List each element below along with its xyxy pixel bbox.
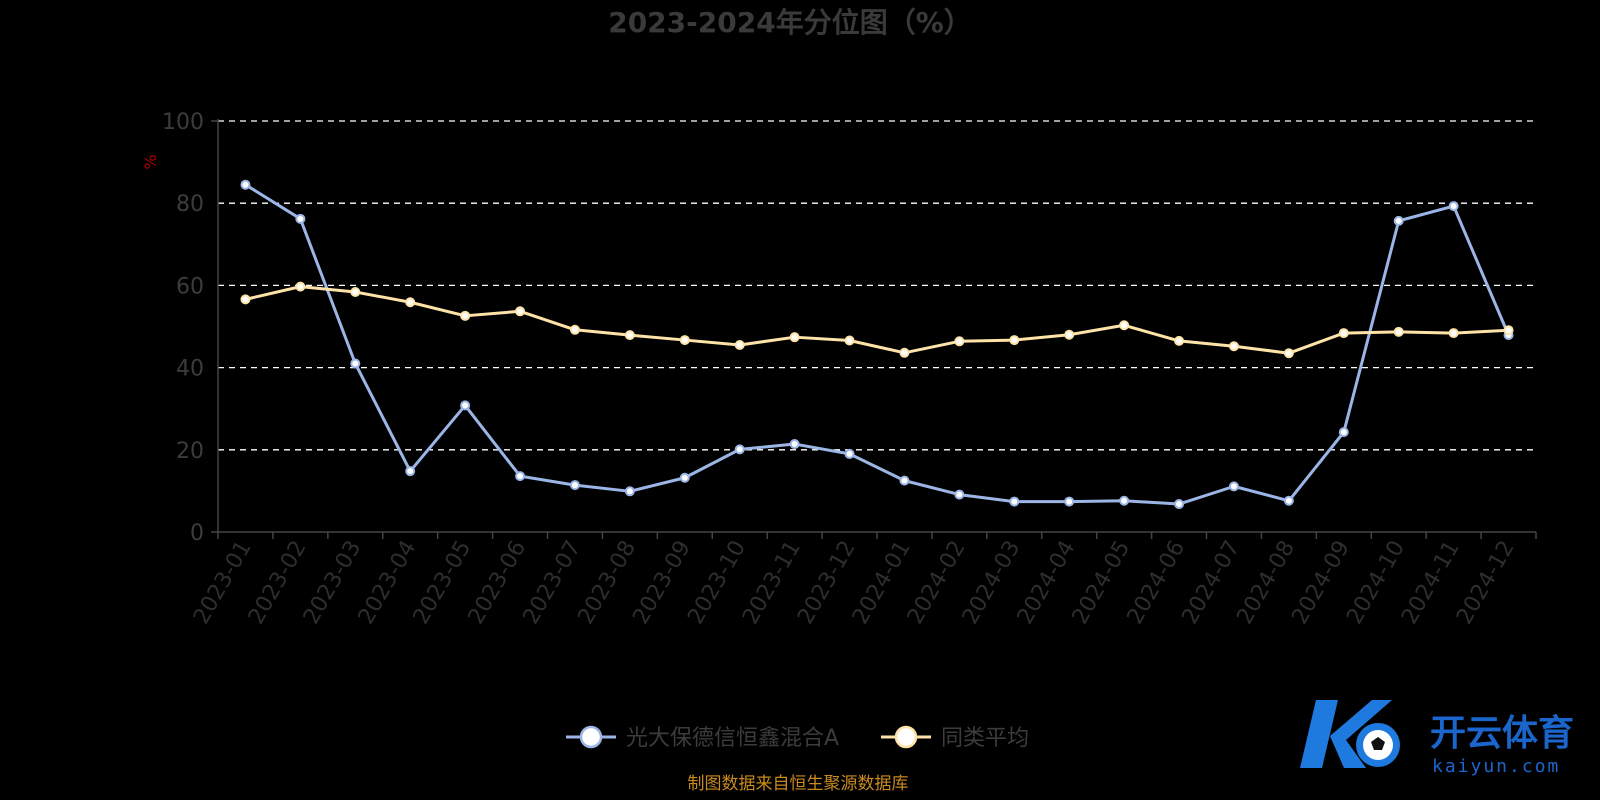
- chart-title: 2023-2024年分位图（%）: [608, 6, 972, 39]
- data-point[interactable]: [734, 444, 745, 455]
- data-point[interactable]: [1393, 326, 1404, 337]
- series-line: [245, 285, 1509, 355]
- data-point[interactable]: [569, 324, 580, 335]
- data-point[interactable]: [899, 475, 910, 486]
- data-point[interactable]: [624, 330, 635, 341]
- data-point[interactable]: [1174, 335, 1185, 346]
- data-point[interactable]: [1119, 320, 1130, 331]
- data-point[interactable]: [295, 213, 306, 224]
- grid-lines: [218, 120, 1536, 451]
- y-axis-unit-label: %: [141, 154, 160, 169]
- data-point[interactable]: [734, 339, 745, 350]
- data-point[interactable]: [350, 286, 361, 297]
- data-point[interactable]: [1064, 329, 1075, 340]
- data-point[interactable]: [954, 489, 965, 500]
- y-tick-label: 80: [176, 192, 204, 217]
- data-point[interactable]: [1283, 348, 1294, 359]
- data-point[interactable]: [1228, 481, 1239, 492]
- data-point[interactable]: [515, 471, 526, 482]
- data-point[interactable]: [1448, 201, 1459, 212]
- y-tick-label: 20: [176, 439, 204, 464]
- legend-label: 光大保德信恒鑫混合A: [626, 726, 839, 751]
- y-tick-label: 40: [176, 357, 204, 382]
- data-point[interactable]: [1448, 328, 1459, 339]
- data-point[interactable]: [295, 281, 306, 292]
- watermark-brand-en: kaiyun.com: [1432, 756, 1560, 777]
- data-point[interactable]: [1174, 499, 1185, 510]
- data-point[interactable]: [1064, 496, 1075, 507]
- data-point[interactable]: [844, 448, 855, 459]
- data-point[interactable]: [679, 335, 690, 346]
- legend-label: 同类平均: [941, 726, 1029, 751]
- data-point[interactable]: [679, 472, 690, 483]
- series-line: [244, 183, 1510, 506]
- data-point[interactable]: [954, 336, 965, 347]
- series-layer: [240, 179, 1514, 510]
- data-point[interactable]: [844, 335, 855, 346]
- data-point[interactable]: [460, 400, 471, 411]
- data-point[interactable]: [1009, 496, 1020, 507]
- data-point[interactable]: [789, 332, 800, 343]
- data-point[interactable]: [1283, 495, 1294, 506]
- data-point[interactable]: [515, 306, 526, 317]
- data-point[interactable]: [240, 294, 251, 305]
- data-point[interactable]: [405, 466, 416, 477]
- data-point[interactable]: [569, 480, 580, 491]
- data-point[interactable]: [1228, 341, 1239, 352]
- legend-item-2[interactable]: 同类平均: [881, 725, 1029, 751]
- data-point[interactable]: [1119, 495, 1130, 506]
- legend-circle-marker: [894, 725, 918, 749]
- data-point[interactable]: [899, 347, 910, 358]
- y-tick-label: 0: [190, 521, 204, 546]
- axes: 0204060801002023-012023-022023-032023-04…: [162, 110, 1537, 629]
- y-tick-label: 60: [176, 274, 204, 299]
- data-point[interactable]: [350, 358, 361, 369]
- data-point[interactable]: [460, 310, 471, 321]
- logo-emblem-icon: [1300, 700, 1400, 768]
- data-point[interactable]: [1393, 215, 1404, 226]
- watermark-logo: 开云体育 kaiyun.com: [1300, 700, 1574, 777]
- legend: 光大保德信恒鑫混合A 同类平均: [566, 725, 1029, 751]
- data-point[interactable]: [624, 486, 635, 497]
- data-point[interactable]: [1338, 427, 1349, 438]
- data-point[interactable]: [1338, 328, 1349, 339]
- data-point[interactable]: [789, 439, 800, 450]
- series-1: [240, 179, 1514, 510]
- series-2: [240, 281, 1514, 359]
- data-point[interactable]: [405, 297, 416, 308]
- watermark-brand-cn: 开云体育: [1430, 713, 1574, 754]
- legend-item-1[interactable]: 光大保德信恒鑫混合A: [566, 725, 839, 751]
- legend-circle-marker: [579, 725, 603, 749]
- data-source-note: 制图数据来自恒生聚源数据库: [688, 774, 909, 794]
- data-point[interactable]: [1009, 335, 1020, 346]
- y-tick-label: 100: [162, 110, 204, 135]
- data-point[interactable]: [240, 179, 251, 190]
- data-point[interactable]: [1503, 325, 1514, 336]
